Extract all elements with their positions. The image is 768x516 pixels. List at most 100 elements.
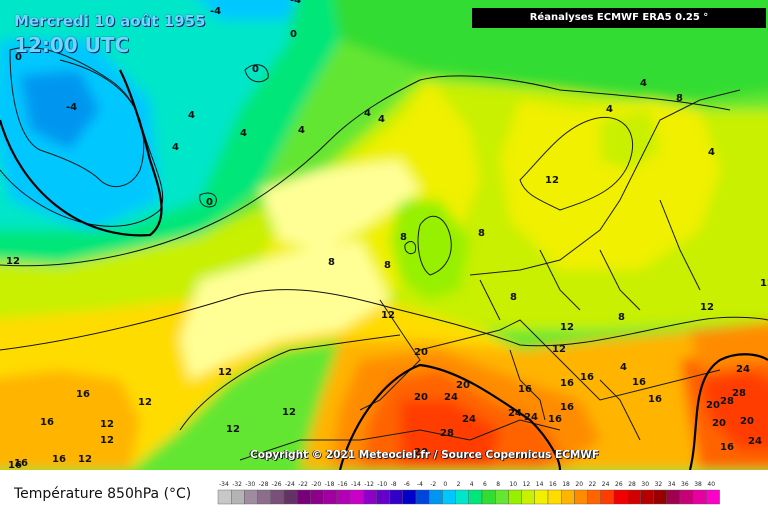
scale-swatch — [230, 489, 245, 505]
contour-label: 20 — [414, 392, 428, 403]
contour-label: 8 — [676, 93, 683, 104]
scale-swatch — [495, 489, 509, 505]
scale-value: -20 — [311, 481, 321, 488]
scale-swatch — [521, 489, 535, 505]
scale-swatch — [574, 489, 588, 505]
scale-swatch — [613, 489, 628, 505]
scale-value: 8 — [496, 481, 500, 488]
contour-label: 16 — [8, 460, 22, 470]
scale-swatch — [547, 489, 562, 505]
scale-swatch — [587, 489, 601, 505]
contour-label: 12 — [226, 424, 240, 435]
contour-label: 12 — [760, 278, 768, 289]
scale-value: 28 — [628, 481, 636, 488]
scale-swatch — [336, 489, 351, 505]
scale-value: 14 — [536, 481, 544, 488]
contour-label: 20 — [456, 380, 470, 391]
scale-swatch — [349, 489, 364, 505]
isotherms — [0, 59, 768, 431]
contour-label: 16 — [560, 378, 574, 389]
isotherm-bold — [0, 69, 768, 470]
contour-label: 12 — [100, 419, 114, 430]
scale-value: 36 — [681, 481, 689, 488]
scale-value: -28 — [259, 481, 269, 488]
contour-label: 16 — [518, 384, 532, 395]
temperature-field — [0, 0, 768, 470]
contour-label: 8 — [510, 292, 517, 303]
source-badge: Réanalyses ECMWF ERA5 0.25 ° — [472, 8, 766, 28]
scale-value: 0 — [443, 481, 447, 488]
scale-swatch — [706, 489, 720, 505]
scale-value: 26 — [615, 481, 623, 488]
contour-label: 12 — [381, 310, 395, 321]
contour-label: 8 — [384, 260, 391, 271]
temperature-map: -4-40044-4044044844841288881212128121212… — [0, 0, 768, 470]
scale-swatch — [389, 489, 404, 505]
scale-value: 20 — [575, 481, 583, 488]
contour-label: 16 — [632, 377, 646, 388]
contour-label: 4 — [620, 362, 627, 373]
scale-swatch — [376, 489, 390, 505]
contour-label: 20 — [712, 418, 726, 429]
contour-label: 12 — [218, 367, 232, 378]
contour-label: -4 — [290, 0, 301, 6]
legend-title: Température 850hPa (°C) — [14, 486, 192, 502]
scale-swatch — [402, 489, 417, 505]
scale-value: 6 — [483, 481, 487, 488]
scale-swatch — [442, 489, 456, 505]
scale-swatch — [244, 489, 258, 505]
contour-label: 24 — [524, 412, 538, 423]
scale-swatch — [363, 489, 377, 505]
scale-swatch — [257, 489, 272, 505]
scale-value: -16 — [338, 481, 348, 488]
scale-swatch — [666, 489, 681, 505]
scale-value: -12 — [364, 481, 374, 488]
contour-label: 28 — [440, 428, 454, 439]
contour-label: 4 — [298, 125, 305, 136]
scale-swatch — [534, 489, 549, 505]
contour-label: 16 — [580, 372, 594, 383]
contour-label: 4 — [378, 114, 385, 125]
contour-label: 28 — [720, 396, 734, 407]
copyright-text: Copyright © 2021 Meteociel.fr / Source C… — [250, 449, 600, 461]
scale-swatch — [468, 489, 483, 505]
contour-label: 4 — [240, 128, 247, 139]
scale-value: 2 — [457, 481, 461, 488]
contour-label: 24 — [736, 364, 750, 375]
scale-value: -6 — [404, 481, 410, 488]
scale-value: 24 — [602, 481, 610, 488]
scale-swatch — [323, 489, 338, 505]
legend-bar: -34 -32 -30 -28 -26 -24 -22 -20 -18 -16 -14 -12 -10-… — [0, 470, 768, 512]
contour-label: 4 — [364, 108, 371, 119]
scale-value: 10 — [509, 481, 517, 488]
contour-label: 12 — [138, 397, 152, 408]
scale-swatch — [679, 489, 694, 505]
contour-label: 12 — [78, 454, 92, 465]
contour-label: 12 — [700, 302, 714, 313]
scale-swatch — [653, 489, 667, 505]
color-scale: -34 -32 -30 -28 -26 -24 -22 -20 -18 -16 -14 -12 -10-… — [217, 481, 720, 505]
contour-label: 16 — [14, 458, 28, 469]
scale-swatch — [217, 489, 232, 505]
contour-label: 24 — [462, 414, 476, 425]
scale-value: 40 — [707, 481, 715, 488]
scale-value: -4 — [417, 481, 423, 488]
contour-label: 20 — [740, 416, 754, 427]
contour-label: 0 — [252, 64, 259, 75]
contour-label: 4 — [172, 142, 179, 153]
contour-label: 8 — [328, 257, 335, 268]
scale-value: -8 — [391, 481, 397, 488]
scale-value: 30 — [641, 481, 649, 488]
contour-label: 12 — [282, 407, 296, 418]
contour-label: 4 — [708, 147, 715, 158]
contour-label: 16 — [648, 394, 662, 405]
scale-swatch — [481, 489, 496, 505]
contour-label: 20 — [414, 347, 428, 358]
contour-label: 12 — [6, 256, 20, 267]
contour-label: 16 — [720, 442, 734, 453]
map-date: Mercredi 10 août 1955 — [14, 12, 206, 30]
scale-swatch — [429, 489, 443, 505]
scale-swatch — [270, 489, 285, 505]
contour-label: 8 — [618, 312, 625, 323]
contour-label: 12 — [100, 435, 114, 446]
